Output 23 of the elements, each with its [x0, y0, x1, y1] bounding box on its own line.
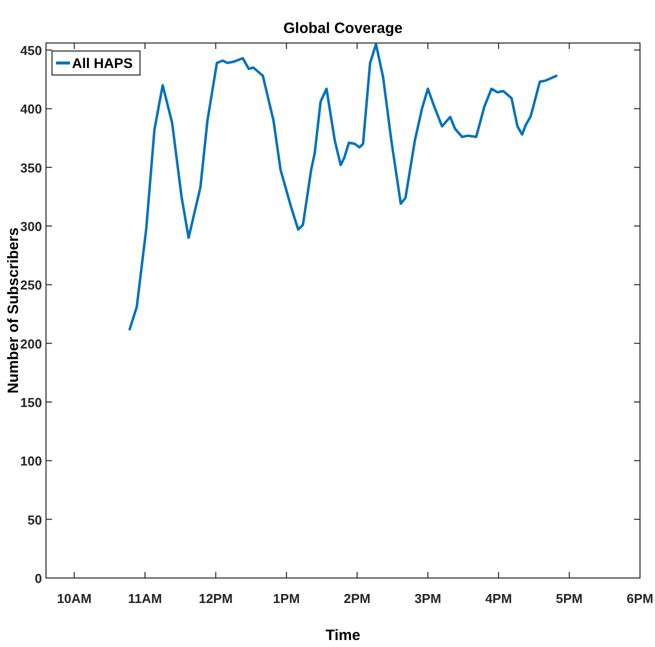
y-tick-label: 400: [20, 102, 42, 117]
y-tick-label: 250: [20, 278, 42, 293]
x-tick-label: 2PM: [344, 591, 371, 606]
x-tick-label: 5PM: [556, 591, 583, 606]
x-tick-label: 4PM: [485, 591, 512, 606]
legend-label: All HAPS: [72, 55, 133, 71]
x-tick-label: 11AM: [128, 591, 162, 606]
y-tick-label: 450: [20, 43, 42, 58]
x-tick-label: 10AM: [56, 591, 92, 606]
x-tick-label: 12PM: [198, 591, 233, 606]
y-tick-label: 350: [20, 160, 42, 176]
y-tick-label: 150: [20, 395, 42, 410]
x-tick-label: 3PM: [414, 591, 442, 606]
y-tick-label: 200: [20, 336, 42, 352]
x-tick-label: 6PM: [626, 591, 654, 606]
x-tick-label: 1PM: [273, 591, 300, 606]
y-tick-label: 50: [28, 512, 42, 528]
y-tick-label: 100: [20, 454, 42, 469]
y-axis-title: Number of Subscribers: [5, 228, 22, 394]
chart-title: Global Coverage: [283, 20, 403, 37]
y-tick-label: 300: [20, 219, 42, 234]
y-tick-label: 0: [34, 571, 42, 586]
x-axis-title: Time: [326, 627, 360, 644]
